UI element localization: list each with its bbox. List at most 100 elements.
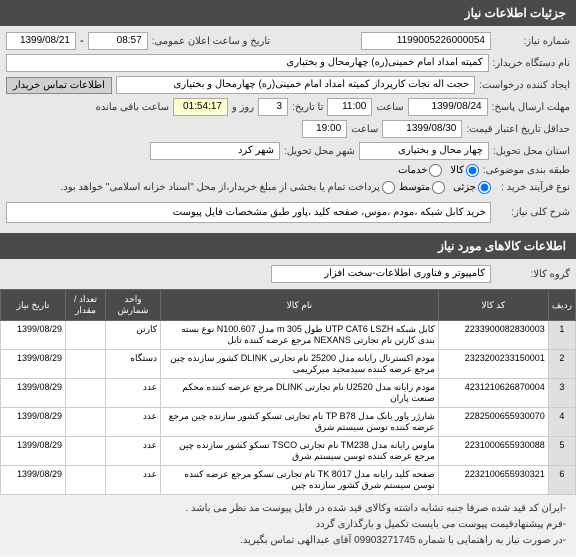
footer-line-2: -فرم پیشنهادقیمت پیوست می بایست تکمیل و … — [10, 517, 566, 533]
cell-unit — [66, 321, 106, 350]
cell-date: 1399/08/29 — [1, 437, 66, 466]
medium-radio-item[interactable]: متوسط — [399, 181, 445, 194]
payment-note-item[interactable]: پرداخت تمام یا بخشی از مبلغ خریدار،از مح… — [61, 181, 395, 194]
th-name: نام کالا — [161, 290, 439, 321]
table-row: 12233900082830003کابل شبکه UTP CAT6 LSZH… — [1, 321, 576, 350]
small-radio-label: جزئی — [453, 182, 476, 193]
cell-brand: عدد — [106, 379, 161, 408]
purchase-process-label: نوع فرآیند خرید : — [495, 182, 570, 193]
cell-date: 1399/08/29 — [1, 379, 66, 408]
creator-label: ایجاد کننده درخواست: — [479, 80, 570, 91]
cell-name: صفحه کلید رایانه مدل TK 8017 نام تجارتی … — [161, 466, 439, 495]
dash-sep: - — [80, 35, 84, 47]
announce-time: 08:57 — [88, 32, 148, 50]
cell-unit — [66, 379, 106, 408]
cell-date: 1399/08/29 — [1, 350, 66, 379]
th-row: ردیف — [548, 290, 575, 321]
cell-row-num: 3 — [548, 379, 575, 408]
cell-name: مودم رایانه مدل U2520 نام تجارتی DLINK م… — [161, 379, 439, 408]
delivery-province-label: استان محل تحویل: — [493, 146, 570, 157]
buyer-org-label: نام دستگاه خریدار: — [493, 58, 570, 69]
time-left: 01:54:17 — [173, 98, 228, 116]
medium-radio[interactable] — [432, 181, 445, 194]
footer-line-3: -در صورت نیاز به راهنمایی با شماره 09903… — [10, 533, 566, 549]
details-form: شماره نیاز: 1199005226000054 تاریخ و ساع… — [0, 26, 576, 233]
cell-brand: عدد — [106, 466, 161, 495]
budget-radio-group: کالا خدمات — [398, 164, 479, 177]
th-code: کد کالا — [438, 290, 548, 321]
cell-unit — [66, 437, 106, 466]
goods-radio[interactable] — [466, 164, 479, 177]
days-left: 3 — [258, 98, 288, 116]
deadline-label: مهلت ارسال پاسخ: — [492, 102, 570, 113]
cell-brand: عدد — [106, 408, 161, 437]
services-radio-item[interactable]: خدمات — [398, 164, 442, 177]
small-radio-item[interactable]: جزئی — [453, 181, 491, 194]
cell-row-num: 1 — [548, 321, 575, 350]
cell-date: 1399/08/29 — [1, 466, 66, 495]
to-date-label: تا تاریخ: — [292, 102, 323, 113]
main-header: جزئیات اطلاعات نیاز — [0, 0, 576, 26]
process-radio-group: جزئی متوسط — [399, 181, 491, 194]
cell-name: مودم اکسترنال رایانه مدل 25200 نام تجارت… — [161, 350, 439, 379]
items-table: ردیف کد کالا نام کالا واحد شمارش تعداد /… — [0, 289, 576, 495]
delivery-city-label: شهر محل تحویل: — [284, 146, 355, 157]
delivery-city-value: شهر کرد — [150, 142, 280, 160]
buyer-org-value: کمیته امداد امام خمینی(ره) چهارمحال و بخ… — [6, 54, 489, 72]
cell-brand: دستگاه — [106, 350, 161, 379]
validity-label: حداقل تاریخ اعتبار قیمت: — [466, 124, 570, 135]
goods-group-label: گروه کالا: — [495, 269, 570, 280]
cell-row-num: 6 — [548, 466, 575, 495]
need-no-value: 1199005226000054 — [361, 32, 491, 50]
cell-name: ماوس رایانه مدل TM238 نام تجارتی TSCO تس… — [161, 437, 439, 466]
th-brand: واحد شمارش — [106, 290, 161, 321]
footer-line-1: -ایران کد قید شده صرفا جنبه تشابه داشته … — [10, 501, 566, 517]
cell-brand: عدد — [106, 437, 161, 466]
creator-value: حجت اله نجات کارپرداز کمیته امداد امام خ… — [116, 76, 475, 94]
goods-group-value: کامپیوتر و فناوری اطلاعات-سخت افزار — [271, 265, 491, 283]
cell-row-num: 2 — [548, 350, 575, 379]
deadline-date: 1399/08/24 — [408, 98, 488, 116]
cell-code: 2231000655930088 — [438, 437, 548, 466]
validity-time: 19:00 — [302, 120, 347, 138]
general-desc-label: شرح کلی نیاز: — [495, 207, 570, 218]
table-row: 62232100655930321صفحه کلید رایانه مدل TK… — [1, 466, 576, 495]
services-radio[interactable] — [429, 164, 442, 177]
payment-note-radio[interactable] — [382, 181, 395, 194]
time-remaining-label: ساعت باقی مانده — [96, 102, 169, 113]
general-desc-value: خرید کابل شبکه ،مودم ،موس، صفحه کلید ،پا… — [6, 202, 491, 223]
deadline-time: 11:00 — [327, 98, 372, 116]
cell-unit — [66, 466, 106, 495]
hour-label-2: ساعت — [351, 124, 378, 135]
cell-name: کابل شبکه UTP CAT6 LSZH طول m 305 مدل N1… — [161, 321, 439, 350]
th-date: تاریخ نیاز — [1, 290, 66, 321]
announce-label: تاریخ و ساعت اعلان عمومی: — [152, 36, 271, 47]
cell-date: 1399/08/29 — [1, 408, 66, 437]
need-no-label: شماره نیاز: — [495, 36, 570, 47]
buyer-contact-button[interactable]: اطلاعات تماس خریدار — [6, 77, 112, 94]
table-row: 42282500655930070شارژر پاور بانک مدل TP … — [1, 408, 576, 437]
announce-date: 1399/08/21 — [6, 32, 76, 50]
medium-radio-label: متوسط — [399, 182, 430, 193]
cell-code: 2233900082830003 — [438, 321, 548, 350]
budget-cat-label: طبقه بندی موضوعی: — [483, 165, 570, 176]
items-header: اطلاعات کالاهای مورد نیاز — [0, 233, 576, 259]
cell-unit — [66, 408, 106, 437]
cell-row-num: 5 — [548, 437, 575, 466]
cell-brand: کارتن — [106, 321, 161, 350]
cell-code: 4231210626870004 — [438, 379, 548, 408]
cell-code: 2323200233150001 — [438, 350, 548, 379]
hour-label-1: ساعت — [376, 102, 403, 113]
validity-date: 1399/08/30 — [382, 120, 462, 138]
cell-unit — [66, 350, 106, 379]
small-radio[interactable] — [478, 181, 491, 194]
delivery-province-value: چهار محال و بختیاری — [359, 142, 489, 160]
footer-notes: -ایران کد قید شده صرفا جنبه تشابه داشته … — [0, 495, 576, 555]
cell-date: 1399/08/29 — [1, 321, 66, 350]
cell-code: 2282500655930070 — [438, 408, 548, 437]
cell-row-num: 4 — [548, 408, 575, 437]
th-unit: تعداد / مقدار — [66, 290, 106, 321]
goods-radio-item[interactable]: کالا — [450, 164, 479, 177]
table-row: 22323200233150001مودم اکسترنال رایانه مد… — [1, 350, 576, 379]
table-row: 52231000655930088ماوس رایانه مدل TM238 ن… — [1, 437, 576, 466]
